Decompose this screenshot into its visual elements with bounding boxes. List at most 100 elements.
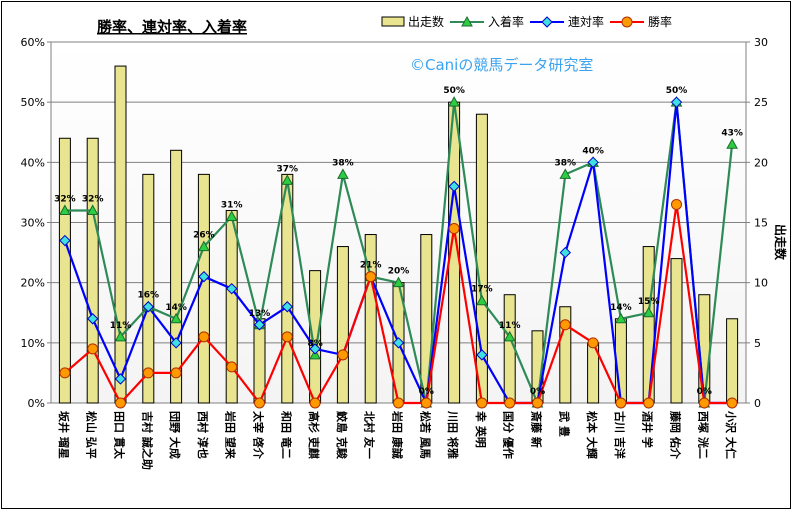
top2-marker xyxy=(198,270,210,283)
category-label: 松若 風馬 xyxy=(418,411,432,459)
win-marker xyxy=(420,397,432,409)
win-marker xyxy=(59,367,71,379)
category-label: 北村 友一 xyxy=(363,411,377,459)
place-marker xyxy=(225,210,238,221)
data-label: 50% xyxy=(443,86,465,96)
legend-marker-top2 xyxy=(541,16,553,28)
y-tick-right: 5 xyxy=(754,337,761,350)
top2-marker xyxy=(59,234,71,247)
win-marker xyxy=(87,343,99,355)
place-marker xyxy=(726,138,738,149)
category-label: 小沢 大仁 xyxy=(724,410,738,459)
data-label: 17% xyxy=(471,285,493,295)
data-label: 13% xyxy=(249,309,271,319)
win-marker xyxy=(615,397,627,409)
y-tick-right: 20 xyxy=(754,156,768,169)
place-marker xyxy=(615,312,627,324)
category-label: 松本 大輝 xyxy=(585,411,599,459)
y-tick-left: 50% xyxy=(21,96,45,109)
top2-marker xyxy=(587,156,599,169)
place-marker xyxy=(559,168,572,179)
category-label: 酒井 学 xyxy=(641,411,655,448)
y-tick-right: 0 xyxy=(754,397,761,410)
win-marker xyxy=(504,397,516,409)
place-marker xyxy=(392,276,405,288)
y-tick-left: 60% xyxy=(21,36,45,49)
bar xyxy=(225,209,238,404)
markers xyxy=(59,96,738,409)
data-label: 0% xyxy=(530,387,545,397)
win-marker xyxy=(698,397,710,409)
data-label: 21% xyxy=(360,261,382,271)
win-marker xyxy=(198,331,210,343)
win-marker xyxy=(226,361,238,373)
win-marker xyxy=(476,397,488,409)
bar xyxy=(559,306,572,404)
legend-label-win: 勝率 xyxy=(648,14,672,29)
data-label: 32% xyxy=(82,194,104,204)
category-label: 団野 大成 xyxy=(168,411,182,459)
legend-label-place: 入着率 xyxy=(488,14,524,29)
y-tick-right: 25 xyxy=(754,96,768,109)
place-marker xyxy=(337,168,349,179)
data-label: 37% xyxy=(277,164,299,174)
win-marker xyxy=(281,331,293,343)
y-axis-right: 0 5 10 15 20 25 30 xyxy=(746,36,768,410)
win-marker xyxy=(309,397,321,409)
place-marker xyxy=(86,204,99,215)
y-tick-right: 15 xyxy=(754,217,768,230)
bar xyxy=(86,137,99,404)
win-marker xyxy=(115,397,126,409)
top2-marker xyxy=(253,319,266,331)
top2-marker xyxy=(309,343,321,355)
bar xyxy=(142,173,155,404)
data-label: 11% xyxy=(499,321,521,331)
legend-swatch-runs xyxy=(381,16,405,27)
win-marker xyxy=(587,337,599,349)
top2-marker xyxy=(142,301,155,313)
data-label: 40% xyxy=(582,146,604,156)
win-marker xyxy=(559,319,571,331)
win-marker xyxy=(170,367,182,379)
bar xyxy=(253,318,266,404)
data-label: 0% xyxy=(419,387,434,397)
category-label: 国分 優作 xyxy=(502,411,516,459)
win-marker xyxy=(532,397,543,409)
place-marker xyxy=(170,312,182,324)
bar xyxy=(503,294,516,404)
y-tick-left: 20% xyxy=(21,277,45,290)
category-label: 坂井 瑠星 xyxy=(57,411,71,459)
data-label: 11% xyxy=(110,321,132,331)
category-label: 岩田 康誠 xyxy=(391,410,405,459)
place-marker xyxy=(281,174,294,185)
data-label: 14% xyxy=(610,303,632,313)
bar xyxy=(114,65,127,404)
win-marker xyxy=(393,397,404,409)
category-label: 吉村 誠之助 xyxy=(140,411,154,470)
data-label: 32% xyxy=(54,194,76,204)
bar xyxy=(197,173,210,404)
data-label: 38% xyxy=(555,158,577,168)
place-marker xyxy=(476,294,488,306)
top2-marker xyxy=(114,373,127,385)
category-label: 西塚 洸二 xyxy=(696,411,710,459)
category-label: 藤岡 佑介 xyxy=(669,411,683,460)
category-label: 西村 淳也 xyxy=(196,411,210,459)
y-tick-left: 10% xyxy=(21,337,45,350)
win-marker xyxy=(365,271,377,283)
place-marker xyxy=(114,330,127,342)
place-marker xyxy=(59,204,71,215)
category-label: 古川 吉洋 xyxy=(613,411,627,459)
win-marker xyxy=(142,367,154,379)
data-label: 26% xyxy=(193,231,215,241)
win-marker xyxy=(448,223,460,235)
top2-marker xyxy=(170,337,182,349)
category-label: 和田 竜二 xyxy=(279,411,293,459)
place-marker xyxy=(448,96,460,107)
category-label: 幸 英明 xyxy=(474,411,488,448)
bar xyxy=(726,318,739,404)
y-tick-left: 0% xyxy=(28,397,45,410)
top2-marker xyxy=(281,301,294,313)
